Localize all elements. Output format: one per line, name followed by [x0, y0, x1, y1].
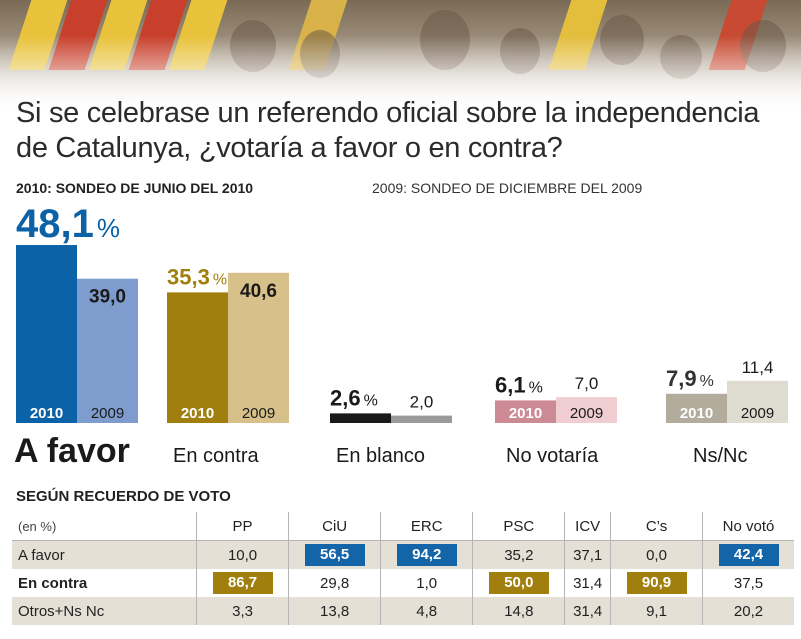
table-row: A favor 10,0 56,5 94,2 35,2 37,1 0,0 42,…	[12, 540, 794, 569]
subtitle-2009: 2009: SONDEO DE DICIEMBRE DEL 2009	[372, 180, 643, 196]
highlight-cell: 50,0	[488, 572, 549, 594]
year-label-2009: 2009	[242, 405, 275, 422]
highlight-cell: 94,2	[396, 544, 457, 566]
table-cell: 1,0	[380, 569, 473, 597]
bar-2010	[666, 393, 727, 423]
column-header: PP	[195, 512, 289, 541]
value-label-2009: 39,0	[89, 287, 126, 308]
year-label-2010: 2010	[30, 405, 63, 422]
table-cell: 94,2	[380, 540, 473, 569]
column-header: CiU	[288, 512, 381, 541]
table-cell: 37,1	[564, 540, 611, 569]
category-label: En contra	[173, 445, 259, 467]
table-row: En contra 86,7 29,8 1,0 50,0 31,4 90,9 3…	[12, 569, 794, 597]
header-photo	[0, 0, 801, 118]
table-cell: 35,2	[472, 540, 565, 569]
table-cell: 50,0	[472, 569, 565, 597]
table-cell: 4,8	[380, 597, 473, 625]
value-label-2010: 35,3%	[167, 264, 227, 289]
table-cell: 31,4	[564, 597, 611, 625]
bar-2010	[495, 400, 556, 423]
highlight-cell: 86,7	[212, 572, 273, 594]
table-cell: 13,8	[288, 597, 381, 625]
highlight-cell: 42,4	[718, 544, 779, 566]
chart-title: Si se celebrase un referendo oficial sob…	[16, 97, 760, 164]
value-label-2010: 6,1%	[495, 372, 543, 397]
category-label: No votaría	[506, 445, 599, 467]
value-label-2009: 2,0	[410, 393, 434, 412]
bar-2009	[77, 278, 138, 423]
table-cell: 31,4	[564, 569, 611, 597]
table-cell: 3,3	[195, 597, 289, 625]
table-cell: 29,8	[288, 569, 381, 597]
table-cell: 42,4	[702, 540, 794, 569]
table-cell: 0,0	[609, 540, 703, 569]
year-label-2009: 2009	[741, 405, 774, 422]
year-label-2010: 2010	[680, 405, 713, 422]
table-title: SEGÚN RECUERDO DE VOTO	[16, 488, 231, 505]
column-header: PSC	[472, 512, 565, 541]
value-label-2010: 2,6%	[330, 385, 378, 410]
row-label: En contra	[18, 574, 88, 592]
year-label-2009: 2009	[570, 405, 603, 422]
bar-2009	[228, 272, 289, 423]
table-cell: 14,8	[472, 597, 565, 625]
column-header: C’s	[609, 512, 703, 541]
bar-chart: 48,1 % 39,0 2010 2009 A favor 35,3 % 40,6 2010 200…	[14, 202, 788, 470]
unit-label: (en %)	[12, 512, 197, 541]
vote-table: (en %) PP CiU ERC PSC ICV C’s No votó A …	[12, 512, 794, 625]
year-label-2010: 2010	[181, 405, 214, 422]
category-label: En blanco	[336, 445, 425, 467]
table-cell: 90,9	[609, 569, 703, 597]
table-cell: 37,5	[702, 569, 794, 597]
value-label-2009: 7,0	[575, 374, 599, 393]
table-cell: 9,1	[609, 597, 703, 625]
bar-2010	[330, 413, 391, 423]
table-cell: 20,2	[702, 597, 794, 625]
bar-2009	[727, 380, 788, 423]
column-header: ICV	[564, 512, 611, 541]
subtitle-2010: 2010: SONDEO DE JUNIO DEL 2010	[16, 180, 254, 196]
highlight-cell: 56,5	[304, 544, 365, 566]
value-label-2009: 40,6	[240, 281, 277, 302]
table-cell: 86,7	[195, 569, 289, 597]
row-label: A favor	[12, 540, 197, 569]
row-label: Otros+Ns Nc	[12, 597, 197, 625]
highlight-cell: 90,9	[626, 572, 687, 594]
column-header: ERC	[380, 512, 473, 541]
bar-2009	[391, 415, 452, 423]
value-label-2010: 7,9%	[666, 366, 714, 391]
bar-2010	[16, 245, 77, 423]
table-row: Otros+Ns Nc 3,3 13,8 4,8 14,8 31,4 9,1 2…	[12, 597, 794, 625]
column-header: No votó	[702, 512, 794, 541]
year-label-2009: 2009	[91, 405, 124, 422]
category-label: Ns/Nc	[693, 445, 747, 467]
year-label-2010: 2010	[509, 405, 542, 422]
table-cell: 56,5	[288, 540, 381, 569]
table-cell: 10,0	[195, 540, 289, 569]
bar-2009	[556, 397, 617, 423]
value-label-2009: 11,4	[742, 358, 774, 377]
category-label: A favor	[14, 432, 130, 470]
bar-2010	[167, 292, 228, 423]
value-label-2010: 48,1%	[16, 202, 120, 246]
